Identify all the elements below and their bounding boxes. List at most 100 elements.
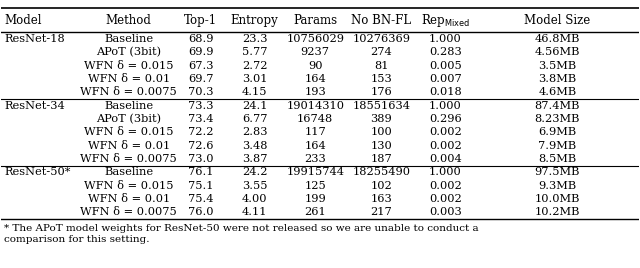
Text: 2.83: 2.83: [242, 127, 268, 137]
Text: 217: 217: [371, 207, 392, 217]
Text: WFN δ = 0.0075: WFN δ = 0.0075: [81, 87, 177, 97]
Text: 73.3: 73.3: [188, 101, 213, 111]
Text: WFN δ = 0.0075: WFN δ = 0.0075: [81, 207, 177, 217]
Text: 176: 176: [371, 87, 392, 97]
Text: 3.5MB: 3.5MB: [538, 61, 577, 71]
Text: Params: Params: [293, 14, 337, 27]
Text: No BN-FL: No BN-FL: [351, 14, 412, 27]
Text: 19014310: 19014310: [286, 101, 344, 111]
Text: 6.77: 6.77: [242, 114, 268, 124]
Text: 4.15: 4.15: [242, 87, 268, 97]
Text: 87.4MB: 87.4MB: [534, 101, 580, 111]
Text: 164: 164: [305, 141, 326, 151]
Text: 18255490: 18255490: [353, 167, 410, 177]
Text: 274: 274: [371, 47, 392, 57]
Text: 67.3: 67.3: [188, 61, 213, 71]
Text: 3.55: 3.55: [242, 181, 268, 191]
Text: 75.4: 75.4: [188, 194, 213, 204]
Text: 4.6MB: 4.6MB: [538, 87, 577, 97]
Text: 4.11: 4.11: [242, 207, 268, 217]
Text: 261: 261: [305, 207, 326, 217]
Text: 3.8MB: 3.8MB: [538, 74, 577, 84]
Text: 10276369: 10276369: [353, 34, 410, 44]
Text: 117: 117: [305, 127, 326, 137]
Text: 10756029: 10756029: [286, 34, 344, 44]
Text: 6.9MB: 6.9MB: [538, 127, 577, 137]
Text: 81: 81: [374, 61, 388, 71]
Text: WFN δ = 0.01: WFN δ = 0.01: [88, 74, 170, 84]
Text: 0.005: 0.005: [429, 61, 461, 71]
Text: 389: 389: [371, 114, 392, 124]
Text: 69.9: 69.9: [188, 47, 213, 57]
Text: 164: 164: [305, 74, 326, 84]
Text: 0.002: 0.002: [429, 141, 461, 151]
Text: WFN δ = 0.015: WFN δ = 0.015: [84, 127, 173, 137]
Text: WFN δ = 0.015: WFN δ = 0.015: [84, 61, 173, 71]
Text: 5.77: 5.77: [242, 47, 268, 57]
Text: Rep$_{\mathrm{Mixed}}$: Rep$_{\mathrm{Mixed}}$: [420, 12, 470, 29]
Text: 8.23MB: 8.23MB: [534, 114, 580, 124]
Text: 0.296: 0.296: [429, 114, 461, 124]
Text: 4.00: 4.00: [242, 194, 268, 204]
Text: 75.1: 75.1: [188, 181, 213, 191]
Text: 76.1: 76.1: [188, 167, 213, 177]
Text: 100: 100: [371, 127, 392, 137]
Text: 4.56MB: 4.56MB: [534, 47, 580, 57]
Text: 69.7: 69.7: [188, 74, 213, 84]
Text: 19915744: 19915744: [286, 167, 344, 177]
Text: 0.002: 0.002: [429, 194, 461, 204]
Text: 125: 125: [305, 181, 326, 191]
Text: 0.283: 0.283: [429, 47, 461, 57]
Text: 46.8MB: 46.8MB: [534, 34, 580, 44]
Text: 10.0MB: 10.0MB: [534, 194, 580, 204]
Text: APoT (3bit): APoT (3bit): [96, 114, 161, 124]
Text: 97.5MB: 97.5MB: [534, 167, 580, 177]
Text: WFN δ = 0.01: WFN δ = 0.01: [88, 194, 170, 204]
Text: 3.01: 3.01: [242, 74, 268, 84]
Text: 0.002: 0.002: [429, 127, 461, 137]
Text: 102: 102: [371, 181, 392, 191]
Text: 3.48: 3.48: [242, 141, 268, 151]
Text: Baseline: Baseline: [104, 34, 154, 44]
Text: 18551634: 18551634: [353, 101, 410, 111]
Text: WFN δ = 0.015: WFN δ = 0.015: [84, 181, 173, 191]
Text: 130: 130: [371, 141, 392, 151]
Text: 0.002: 0.002: [429, 181, 461, 191]
Text: 8.5MB: 8.5MB: [538, 154, 577, 164]
Text: WFN δ = 0.01: WFN δ = 0.01: [88, 141, 170, 151]
Text: 163: 163: [371, 194, 392, 204]
Text: 0.007: 0.007: [429, 74, 461, 84]
Text: 1.000: 1.000: [429, 167, 461, 177]
Text: ResNet-34: ResNet-34: [4, 101, 65, 111]
Text: Model: Model: [4, 14, 42, 27]
Text: 10.2MB: 10.2MB: [534, 207, 580, 217]
Text: WFN δ = 0.0075: WFN δ = 0.0075: [81, 154, 177, 164]
Text: 3.87: 3.87: [242, 154, 268, 164]
Text: 0.004: 0.004: [429, 154, 461, 164]
Text: APoT (3bit): APoT (3bit): [96, 47, 161, 58]
Text: 1.000: 1.000: [429, 34, 461, 44]
Text: 24.2: 24.2: [242, 167, 268, 177]
Text: ResNet-18: ResNet-18: [4, 34, 65, 44]
Text: 16748: 16748: [297, 114, 333, 124]
Text: 2.72: 2.72: [242, 61, 268, 71]
Text: 153: 153: [371, 74, 392, 84]
Text: 72.2: 72.2: [188, 127, 213, 137]
Text: 70.3: 70.3: [188, 87, 213, 97]
Text: 72.6: 72.6: [188, 141, 213, 151]
Text: 1.000: 1.000: [429, 101, 461, 111]
Text: Model Size: Model Size: [524, 14, 591, 27]
Text: 0.003: 0.003: [429, 207, 461, 217]
Text: Baseline: Baseline: [104, 101, 154, 111]
Text: 23.3: 23.3: [242, 34, 268, 44]
Text: 199: 199: [305, 194, 326, 204]
Text: * The APoT model weights for ResNet-50 were not released so we are unable to con: * The APoT model weights for ResNet-50 w…: [4, 224, 479, 244]
Text: 9237: 9237: [301, 47, 330, 57]
Text: 7.9MB: 7.9MB: [538, 141, 577, 151]
Text: 187: 187: [371, 154, 392, 164]
Text: 0.018: 0.018: [429, 87, 461, 97]
Text: Baseline: Baseline: [104, 167, 154, 177]
Text: 193: 193: [305, 87, 326, 97]
Text: 68.9: 68.9: [188, 34, 213, 44]
Text: 73.4: 73.4: [188, 114, 213, 124]
